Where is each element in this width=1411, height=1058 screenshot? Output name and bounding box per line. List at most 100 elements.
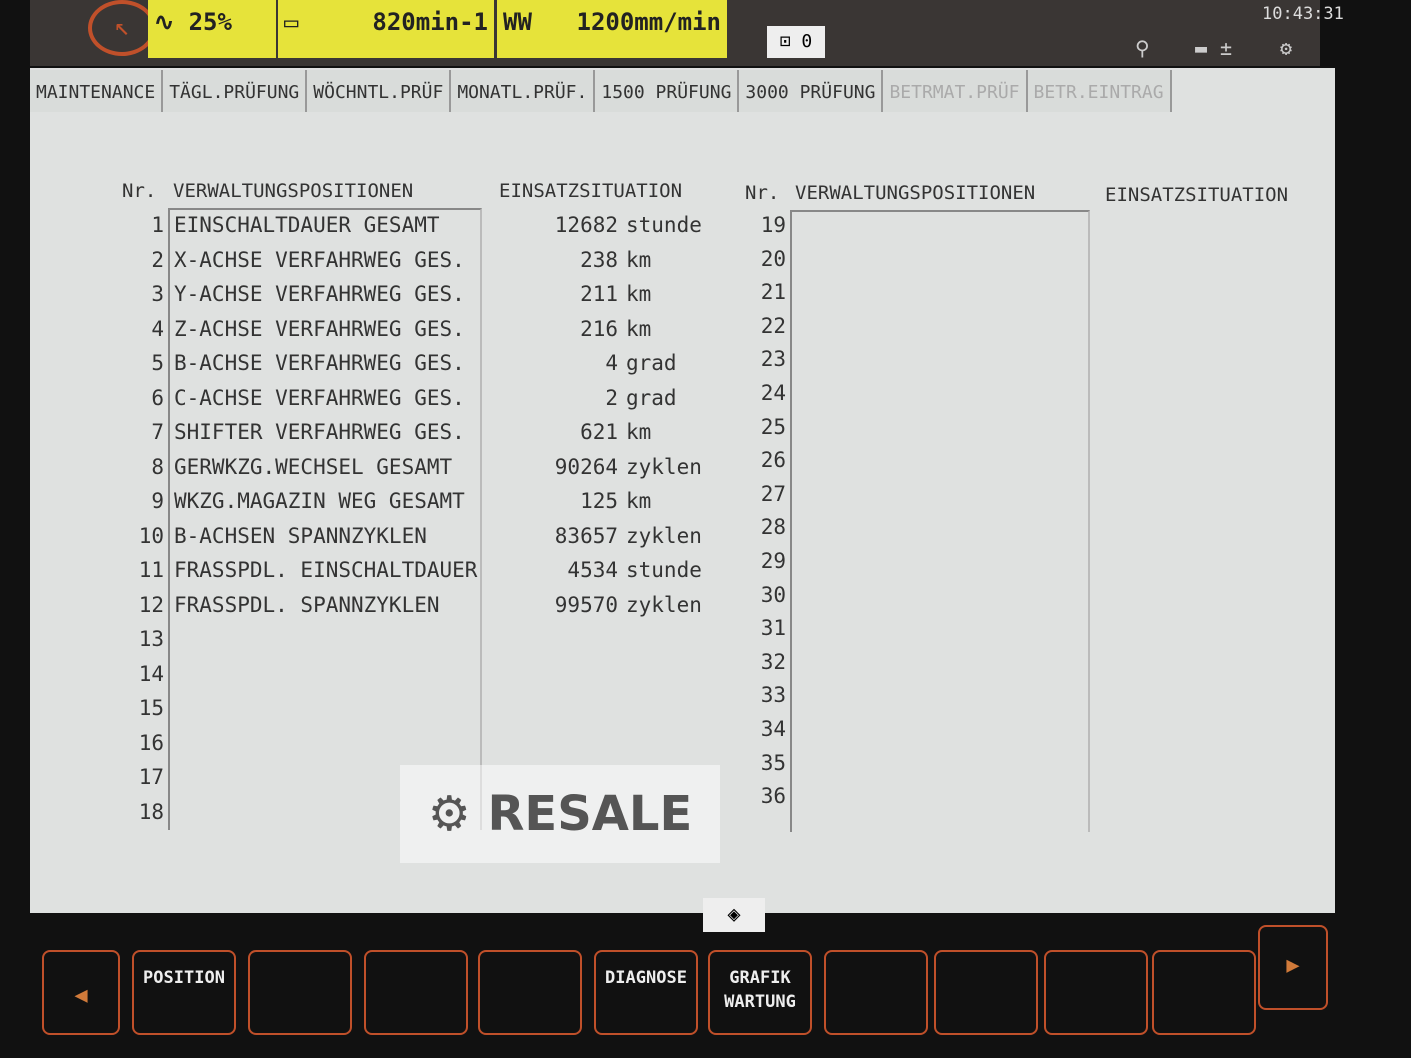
row-number: 33 (760, 683, 786, 708)
usage-header-right: EINSATZSITUATION (1105, 184, 1289, 206)
location-icon[interactable]: ⚲ (1135, 36, 1150, 60)
row-number: 7 (151, 420, 164, 444)
row-number: 31 (760, 616, 786, 641)
softkey-f9[interactable] (934, 950, 1038, 1035)
unit: zyklen (626, 454, 702, 479)
unit: km (626, 282, 652, 306)
row-number: 19 (760, 213, 786, 237)
softkey-f4[interactable] (364, 950, 468, 1035)
row-number: 30 (760, 582, 786, 607)
table-row[interactable]: 10 B-ACHSEN SPANNZYKLEN 83657 zyklen (30, 519, 730, 553)
row-number: 22 (760, 313, 786, 338)
row-number: 20 (760, 246, 786, 271)
arrow-left-icon: ◀ (74, 983, 88, 1008)
table-row[interactable]: 1 EINSCHALTDAUER GESAMT 12682 stunde (30, 208, 730, 242)
row-number: 14 (138, 661, 164, 686)
tab-1[interactable]: MAINTENANCE (30, 70, 164, 112)
gear-icon[interactable]: ⚙ (1280, 36, 1293, 60)
tab-3[interactable]: WÖCHNTL.PRÜF (307, 70, 452, 112)
usage-header-left: EINSATZSITUATION (499, 180, 683, 202)
value: 216 (580, 316, 618, 341)
table-row[interactable]: 16 (30, 726, 730, 760)
table-row[interactable]: 18 (30, 795, 730, 829)
table-row[interactable]: 13 (30, 622, 730, 656)
row-number: 25 (760, 414, 786, 439)
softkey-f8[interactable] (824, 950, 928, 1035)
spindle-icon: ▭ (284, 8, 299, 36)
table-row[interactable]: 3 Y-ACHSE VERFAHRWEG GES. 211 km (30, 277, 730, 311)
softkey-f3[interactable] (248, 950, 352, 1035)
table-row[interactable]: 5 B-ACHSE VERFAHRWEG GES. 4 grad (30, 346, 730, 380)
position-name: EINSCHALTDAUER GESAMT (174, 213, 440, 237)
unit: km (626, 489, 652, 513)
nr-header-left: Nr. (122, 180, 157, 202)
row-number: 11 (138, 558, 164, 582)
spindle-override: ∿ 25% (148, 0, 276, 58)
tab-2[interactable]: TÄGL.PRÜFUNG (163, 70, 308, 112)
table-row[interactable]: 14 (30, 657, 730, 691)
row-number: 12 (138, 592, 164, 617)
wave-icon: ∿ (154, 8, 189, 36)
softkey-diagnose[interactable]: DIAGNOSE (594, 950, 698, 1035)
scroll-toggle-icon[interactable]: ◈ (703, 898, 765, 932)
row-number: 29 (760, 549, 786, 573)
row-number: 2 (151, 247, 164, 272)
row-number: 10 (138, 523, 164, 548)
value: 211 (580, 282, 618, 306)
value: 12682 (554, 213, 618, 237)
tab-bar: MAINTENANCE TÄGL.PRÜFUNG WÖCHNTL.PRÜF MONAT… (30, 70, 1172, 112)
table-row[interactable]: 15 (30, 691, 730, 725)
row-number: 36 (760, 784, 786, 809)
row-number: 3 (151, 282, 164, 306)
softkey-f5[interactable] (478, 950, 582, 1035)
value: 90264 (554, 454, 618, 479)
tab-7[interactable]: BETRMAT.PRÜF (883, 70, 1028, 112)
row-number: 21 (760, 280, 786, 305)
position-name: C-ACHSE VERFAHRWEG GES. (174, 385, 465, 410)
table-row[interactable]: 11 FRASSPDL. EINSCHALTDAUER 4534 stunde (30, 553, 730, 587)
arrow-right-icon: ▶ (1286, 953, 1300, 978)
feed-rate: WW 1200mm/min (497, 0, 727, 58)
softkey-grafik-wartung[interactable]: GRAFIK WARTUNG (708, 950, 812, 1035)
tab-5[interactable]: 1500 PRÜFUNG (595, 70, 740, 112)
clock: 10:43:31 (1262, 4, 1344, 24)
table-row[interactable]: 12 FRASSPDL. SPANNZYKLEN 99570 zyklen (30, 588, 730, 622)
position-name: Z-ACHSE VERFAHRWEG GES. (174, 316, 465, 341)
softkey-position[interactable]: POSITION (132, 950, 236, 1035)
softkey-f10[interactable] (1044, 950, 1148, 1035)
value: 238 (580, 247, 618, 272)
row-number: 4 (151, 316, 164, 341)
softkey-next[interactable]: ▶ (1258, 925, 1328, 1010)
calculator-icon[interactable]: ± (1220, 36, 1233, 60)
table-row[interactable]: 17 (30, 760, 730, 794)
table-row[interactable]: 6 C-ACHSE VERFAHRWEG GES. 2 grad (30, 381, 730, 415)
tool-indicator: ⊡ 0 (767, 26, 825, 58)
row-number: 13 (138, 627, 164, 651)
row-number: 1 (151, 213, 164, 237)
row-number: 18 (138, 799, 164, 824)
status-bar: ↖ ∿ 25% ▭ 820min-1 WW 1200mm/min ⊡ 0 10:43… (30, 0, 1344, 66)
table-row[interactable]: 4 Z-ACHSE VERFAHRWEG GES. 216 km (30, 312, 730, 346)
softkey-prev[interactable]: ◀ (42, 950, 120, 1035)
row-number: 28 (760, 515, 786, 540)
row-number: 24 (760, 381, 786, 405)
table-row[interactable]: 2 X-ACHSE VERFAHRWEG GES. 238 km (30, 243, 730, 277)
row-number: 16 (138, 730, 164, 755)
tab-4[interactable]: MONATL.PRÜF. (451, 70, 596, 112)
right-positions-box (790, 210, 1090, 832)
key-icon[interactable]: ▬ (1195, 36, 1208, 60)
tab-8[interactable]: BETR.EINTRAG (1027, 70, 1172, 112)
position-name: B-ACHSEN SPANNZYKLEN (174, 523, 427, 548)
table-row[interactable]: 8 GERWKZG.WECHSEL GESAMT 90264 zyklen (30, 450, 730, 484)
position-name: WKZG.MAGAZIN WEG GESAMT (174, 489, 465, 513)
row-number: 34 (760, 717, 786, 741)
table-row[interactable]: 9 WKZG.MAGAZIN WEG GESAMT 125 km (30, 484, 730, 518)
value: 4534 (567, 558, 618, 582)
tab-6[interactable]: 3000 PRÜFUNG (739, 70, 884, 112)
position-name: B-ACHSE VERFAHRWEG GES. (174, 351, 465, 375)
value: 99570 (554, 592, 618, 617)
table-row[interactable]: 7 SHIFTER VERFAHRWEG GES. 621 km (30, 415, 730, 449)
unit: km (626, 247, 652, 272)
softkey-f11[interactable] (1152, 950, 1256, 1035)
position-name: SHIFTER VERFAHRWEG GES. (174, 420, 465, 444)
